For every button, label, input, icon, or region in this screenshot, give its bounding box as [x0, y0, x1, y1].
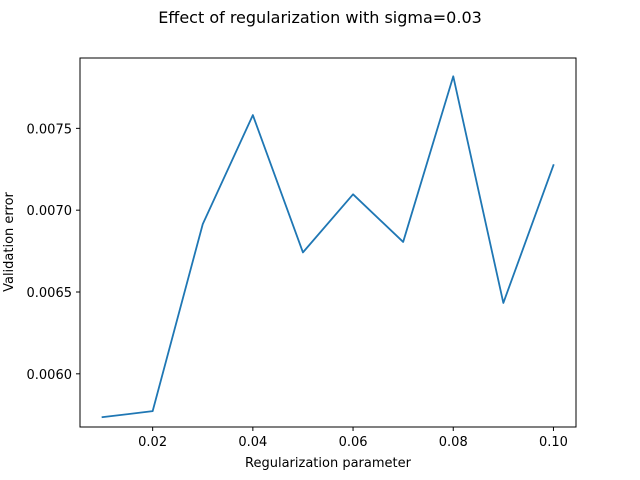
series-line-0 — [101, 75, 555, 419]
plot-frame — [79, 57, 577, 428]
x-tick-label: 0.10 — [539, 435, 568, 450]
x-tick-label: 0.06 — [339, 435, 368, 450]
chart-title: Effect of regularization with sigma=0.03 — [158, 8, 482, 27]
x-tick-label: 0.04 — [238, 435, 267, 450]
x-axis-label: Regularization parameter — [245, 456, 412, 471]
y-tick-label: 0.0070 — [27, 204, 73, 219]
y-tick-label: 0.0075 — [27, 122, 73, 137]
y-tick-label: 0.0065 — [27, 286, 73, 301]
x-tick-label: 0.08 — [439, 435, 468, 450]
plot-area: 0.02 0.04 0.06 0.08 0.10 0.0060 0.0065 0.0070 0.… — [27, 57, 577, 450]
y-tick-label: 0.0060 — [27, 368, 73, 383]
y-axis-label: Validation error — [2, 191, 17, 291]
x-tick-label: 0.02 — [138, 435, 167, 450]
